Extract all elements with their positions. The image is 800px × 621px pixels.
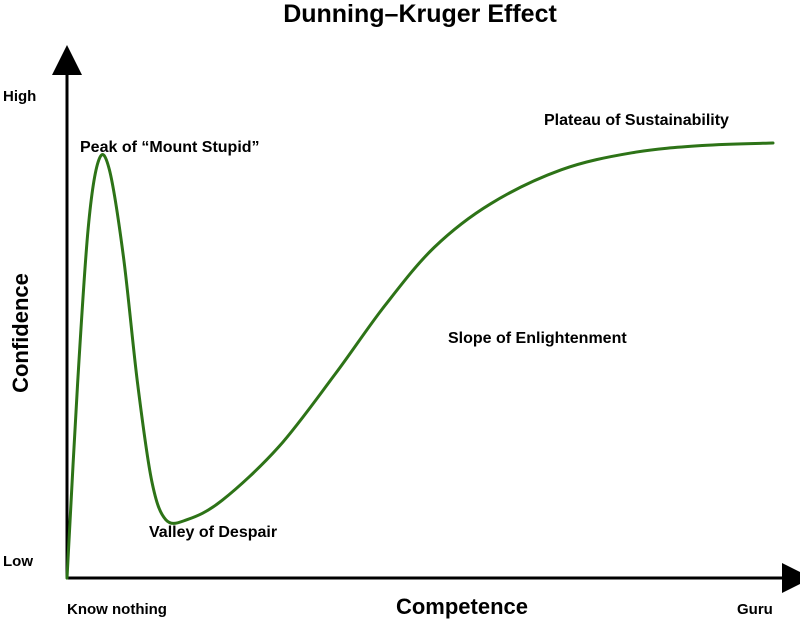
x-tick-label-start: Know nothing: [67, 601, 167, 618]
y-tick-label-high: High: [3, 88, 36, 105]
annotation-plateau: Plateau of Sustainability: [544, 112, 729, 129]
y-tick-label-low: Low: [3, 553, 33, 570]
annotation-peak: Peak of “Mount Stupid”: [80, 139, 260, 156]
annotation-valley: Valley of Despair: [149, 524, 277, 541]
y-axis-title: Confidence: [8, 273, 33, 393]
annotation-slope: Slope of Enlightenment: [448, 330, 627, 347]
chart-title: Dunning–Kruger Effect: [283, 0, 557, 28]
x-tick-label-end: Guru: [737, 601, 773, 618]
confidence-curve: [65, 141, 775, 580]
x-axis-title: Competence: [396, 594, 528, 619]
